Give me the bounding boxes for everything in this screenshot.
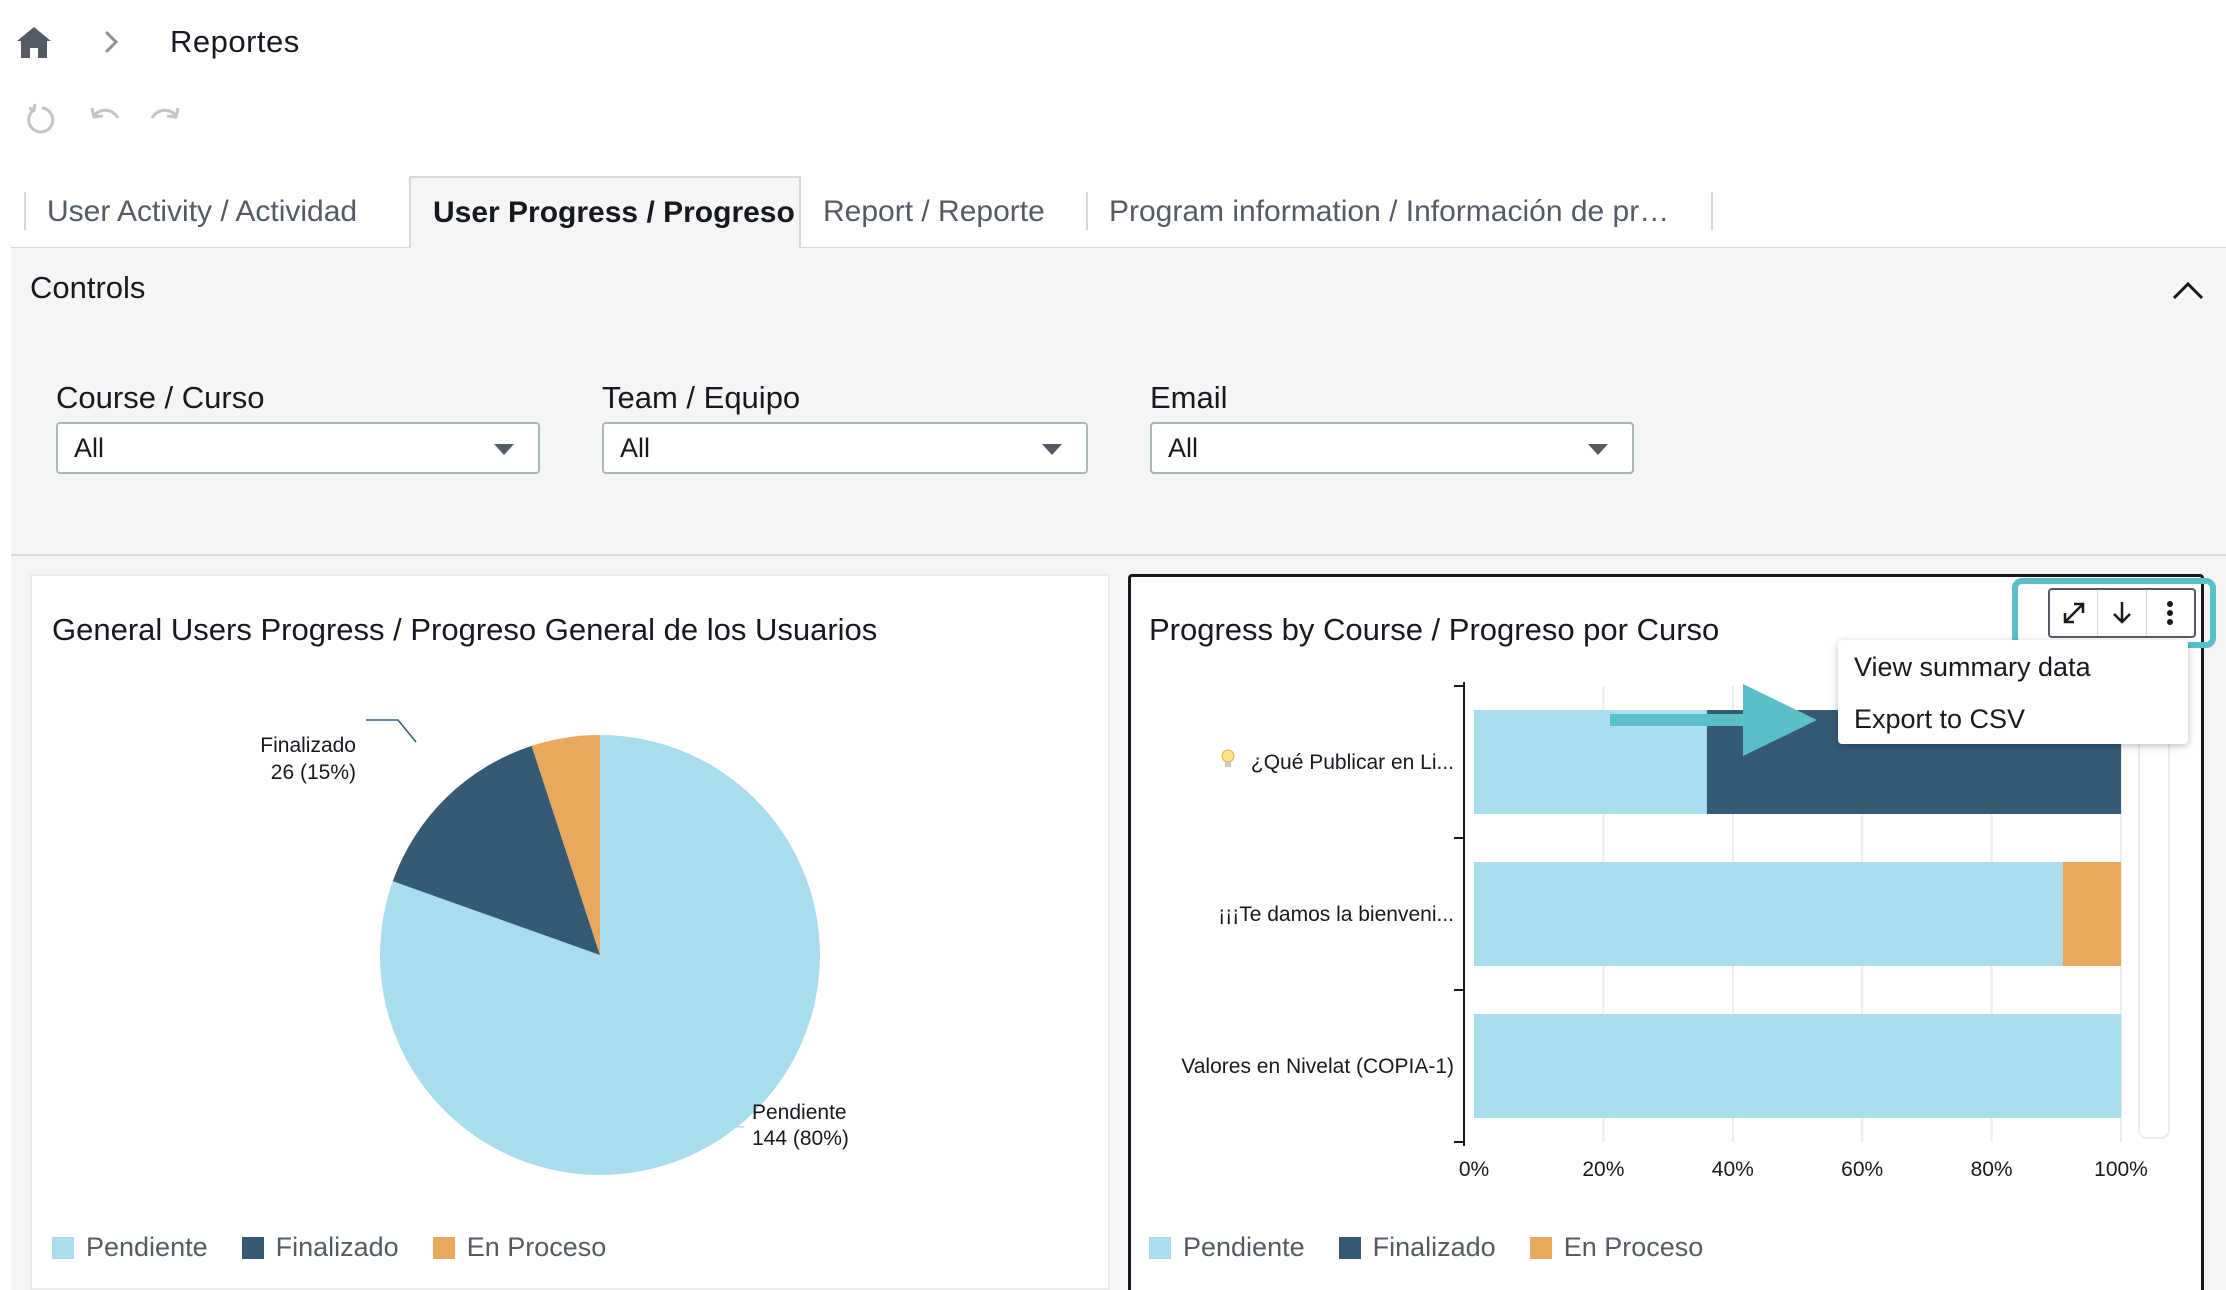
filter-email-select[interactable]: All [1150, 422, 1634, 474]
chart-scrollbar[interactable] [2138, 729, 2170, 1139]
y-category-label: Valores en Nivelat (COPIA-1) [1181, 1055, 1454, 1078]
controls-panel [11, 248, 2226, 556]
legend-label: Finalizado [275, 1232, 399, 1262]
legend-swatch [1529, 1236, 1552, 1259]
filter-course-select[interactable]: All [56, 422, 540, 474]
filter-team-label: Team / Equipo [602, 380, 801, 415]
legend-item-pendiente[interactable]: Pendiente [1149, 1232, 1305, 1263]
legend-swatch [52, 1236, 74, 1259]
dropdown-caret-icon [494, 444, 514, 455]
legend-swatch [1149, 1236, 1171, 1259]
pie-label-pendiente-name: Pendiente [752, 1101, 847, 1124]
bar-legend: Pendiente Finalizado En Proceso [1149, 1232, 1737, 1263]
breadcrumb-current: Reportes [170, 24, 300, 59]
tab-user-progress[interactable]: User Progress / Progreso [409, 176, 801, 248]
redo-icon[interactable] [148, 102, 184, 138]
y-category-label: ¿Qué Publicar en Li... [1251, 751, 1454, 774]
bar-segment-pendiente[interactable] [1474, 862, 2063, 966]
bar-segment-pendiente[interactable] [1474, 1014, 2121, 1118]
pie-label-finalizado-name: Finalizado [260, 734, 356, 757]
pie-label-finalizado-value: 26 (15%) [271, 761, 356, 784]
legend-swatch [1338, 1236, 1361, 1259]
bar-segment-pendiente[interactable] [1474, 710, 1707, 814]
filter-course-value: All [74, 432, 105, 463]
y-category-label: ¡¡¡Te damos la bienveni... [1218, 903, 1454, 926]
filter-course-label: Course / Curso [56, 380, 265, 415]
filter-email-label: Email [1150, 380, 1228, 415]
x-tick-label: 20% [1582, 1158, 1624, 1181]
controls-title: Controls [30, 270, 146, 305]
tab-separator [1086, 192, 1088, 230]
chevron-right-icon [105, 31, 119, 53]
pie-chart-title: General Users Progress / Progreso Genera… [52, 612, 878, 647]
pie-slice-finalizado[interactable] [392, 745, 600, 955]
menu-item-export-to-csv[interactable]: Export to CSV [1854, 704, 2026, 734]
legend-swatch [241, 1236, 264, 1259]
legend-item-finalizado[interactable]: Finalizado [1338, 1232, 1496, 1263]
expand-icon[interactable] [2050, 590, 2097, 636]
pie-leader-finalizado [366, 719, 417, 743]
tab-separator [24, 192, 26, 230]
x-tick-label: 40% [1712, 1158, 1754, 1181]
bar-segment-en-proceso[interactable] [2062, 862, 2121, 966]
tab-user-activity[interactable]: User Activity / Actividad [47, 195, 358, 228]
filter-email-value: All [1168, 432, 1199, 463]
legend-label: En Proceso [1563, 1232, 1704, 1262]
x-tick-label: 60% [1841, 1158, 1883, 1181]
reset-icon[interactable] [24, 102, 60, 138]
legend-label: Pendiente [86, 1232, 208, 1262]
legend-item-pendiente[interactable]: Pendiente [52, 1232, 208, 1263]
legend-item-finalizado[interactable]: Finalizado [241, 1232, 399, 1263]
visual-toolbar [2048, 588, 2196, 638]
annotation-arrow-icon [1610, 684, 1817, 756]
pie-legend: Pendiente Finalizado En Proceso [52, 1232, 640, 1263]
collapse-chevron-up-icon[interactable] [2168, 276, 2208, 306]
pie-slice-en-proceso[interactable] [531, 735, 600, 955]
tab-program-information[interactable]: Program information / Información de pr… [1109, 195, 1670, 228]
dropdown-caret-icon [1588, 444, 1608, 455]
legend-item-en-proceso[interactable]: En Proceso [432, 1232, 607, 1263]
pie-label-pendiente-value: 144 (80%) [752, 1127, 849, 1150]
download-arrow-icon[interactable] [2097, 590, 2145, 636]
x-tick-label: 0% [1459, 1158, 1489, 1181]
legend-label: En Proceso [466, 1232, 607, 1262]
filter-team-select[interactable]: All [602, 422, 1088, 474]
more-options-icon[interactable] [2145, 590, 2194, 636]
menu-item-view-summary-data[interactable]: View summary data [1854, 652, 2091, 682]
home-icon[interactable] [14, 22, 54, 62]
filter-team-value: All [620, 432, 651, 463]
bar-chart-title: Progress by Course / Progreso por Curso [1149, 612, 1720, 647]
undo-icon[interactable] [86, 102, 122, 138]
pie-leader-pendiente [697, 1099, 745, 1128]
legend-label: Pendiente [1183, 1232, 1305, 1262]
legend-item-en-proceso[interactable]: En Proceso [1529, 1232, 1704, 1263]
visual-options-menu: View summary data Export to CSV [1838, 640, 2188, 744]
tab-report[interactable]: Report / Reporte [823, 195, 1045, 228]
legend-swatch [432, 1236, 455, 1259]
pie-chart: Finalizado 26 (15%) Pendiente 144 (80%) [260, 719, 849, 1175]
legend-label: Finalizado [1372, 1232, 1496, 1262]
bulb-icon [1221, 749, 1235, 767]
x-tick-label: 100% [2094, 1158, 2148, 1181]
tab-separator [1711, 192, 1713, 230]
x-tick-label: 80% [1971, 1158, 2013, 1181]
dropdown-caret-icon [1042, 444, 1062, 455]
